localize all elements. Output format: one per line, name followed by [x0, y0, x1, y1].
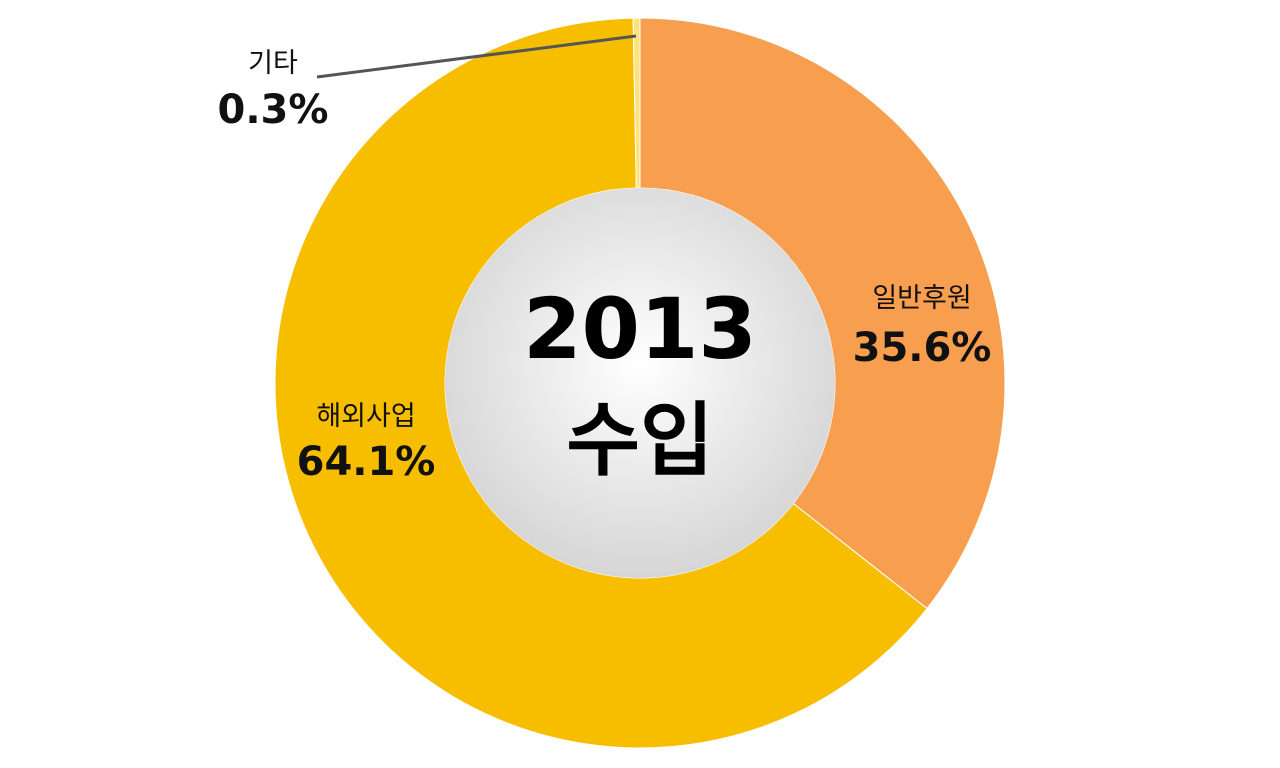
slice-label-name-1: 일반후원: [872, 283, 971, 314]
leader-line-3: [316, 34, 637, 79]
center-circle: [445, 188, 835, 578]
slice-label-name-2: 해외사업: [316, 401, 415, 432]
labels-group: 일반후원 35.6% 해외사업 64.1% 기타 0.3%: [218, 34, 992, 485]
slice-label-value-1: 35.6%: [853, 325, 992, 371]
donut-slice-1: [639, 17, 1006, 610]
slice-label-name-3: 기타: [248, 48, 298, 79]
center-title-label: 수입: [566, 394, 713, 487]
slice-label-value-3: 0.3%: [218, 87, 329, 133]
slices-group: [274, 17, 1006, 749]
slice-label-value-2: 64.1%: [297, 439, 436, 485]
center-title-year: 2013: [523, 280, 757, 378]
